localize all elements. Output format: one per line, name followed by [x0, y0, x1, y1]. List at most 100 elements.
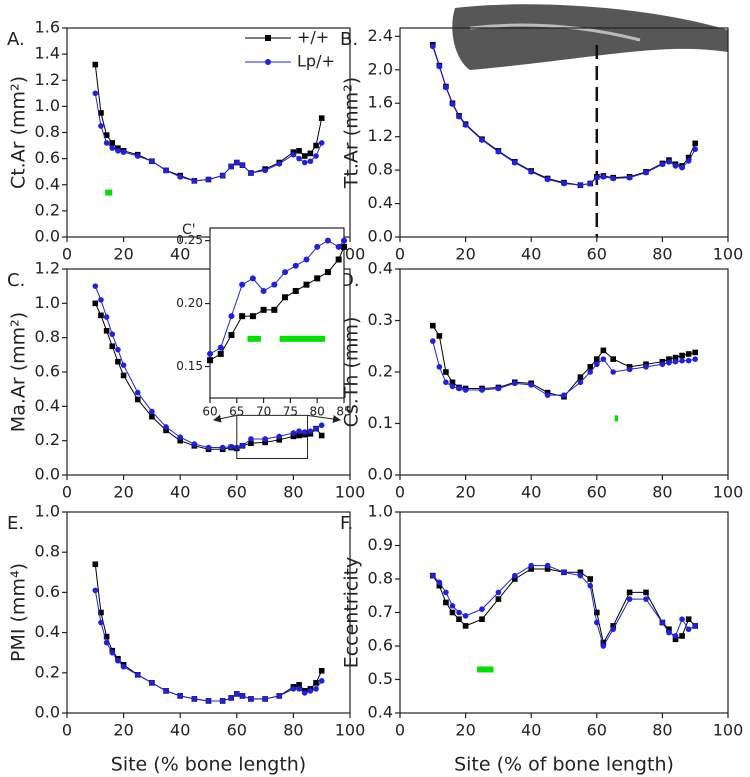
- x-tick-label: 60: [587, 483, 607, 502]
- point: [282, 269, 289, 276]
- series-line: [432, 568, 696, 645]
- point: [577, 182, 584, 188]
- x-tick-label: 40: [170, 483, 190, 502]
- panel-label: A.: [7, 29, 25, 50]
- x-tick-label: 60: [587, 721, 607, 740]
- y-tick-label: 1.2: [35, 259, 60, 278]
- point: [528, 562, 534, 569]
- point: [314, 275, 321, 282]
- point: [430, 572, 436, 579]
- point: [528, 566, 534, 572]
- point: [301, 690, 308, 696]
- point: [430, 43, 436, 50]
- y-tick-label: 0.8: [35, 542, 60, 561]
- point: [692, 356, 698, 362]
- panel-label: E.: [7, 513, 24, 534]
- point: [587, 369, 594, 375]
- panel-label: F.: [340, 513, 353, 534]
- point: [296, 686, 302, 692]
- point: [659, 619, 666, 626]
- point: [318, 140, 325, 146]
- point: [109, 649, 116, 656]
- y-tick-label: 0.2: [35, 200, 60, 219]
- point: [449, 379, 456, 386]
- y-tick-label: 1.2: [35, 70, 60, 89]
- point: [679, 352, 685, 359]
- point: [544, 566, 551, 572]
- point: [610, 356, 616, 362]
- y-tick-label: 0.20: [176, 296, 203, 310]
- point: [92, 61, 99, 68]
- x-tick-label: 100: [335, 721, 366, 740]
- point: [587, 582, 594, 589]
- point: [666, 356, 672, 362]
- point: [341, 237, 347, 244]
- zoom-arrow: [213, 414, 237, 423]
- point: [191, 441, 198, 447]
- point: [456, 616, 462, 622]
- point: [443, 84, 449, 91]
- point: [134, 389, 141, 396]
- point: [544, 562, 551, 569]
- x-tick-label: 75: [283, 405, 298, 419]
- point: [512, 380, 518, 387]
- point: [217, 344, 224, 351]
- point: [228, 313, 235, 320]
- panel-label: C.: [7, 270, 25, 291]
- y-tick-label: 0.4: [368, 703, 393, 722]
- legend-label: Lp/+: [297, 52, 335, 71]
- y-tick-label: 0.8: [35, 122, 60, 141]
- point: [685, 357, 692, 364]
- point: [692, 623, 698, 629]
- point: [276, 437, 283, 443]
- point: [594, 619, 600, 626]
- point: [666, 626, 672, 633]
- point: [626, 596, 633, 602]
- point: [436, 333, 443, 339]
- series-line: [94, 590, 323, 702]
- point: [443, 379, 449, 386]
- point: [228, 443, 234, 450]
- point: [672, 636, 679, 643]
- point: [685, 626, 692, 633]
- point: [577, 374, 584, 380]
- point: [443, 599, 449, 606]
- y-tick-label: 0.6: [35, 582, 60, 601]
- point: [685, 616, 692, 622]
- point: [430, 338, 436, 344]
- point: [462, 613, 469, 619]
- y-tick-label: 0.4: [368, 259, 393, 278]
- point: [610, 369, 616, 375]
- point: [318, 667, 325, 674]
- point: [262, 436, 268, 442]
- point: [276, 161, 283, 167]
- point: [120, 372, 127, 379]
- point: [561, 569, 567, 576]
- x-tick-label: 80: [283, 483, 303, 502]
- y-axis-label: Tt.Ar (mm²): [341, 77, 363, 189]
- point: [239, 281, 246, 288]
- y-tick-label: 1.2: [368, 126, 393, 145]
- significance-bar: [279, 335, 326, 342]
- point: [443, 589, 449, 596]
- point: [456, 385, 462, 392]
- point: [643, 589, 649, 596]
- point: [672, 633, 679, 639]
- point: [205, 176, 212, 183]
- y-tick-label: 0.5: [368, 669, 393, 688]
- point: [92, 300, 99, 307]
- point: [318, 432, 325, 439]
- point: [456, 113, 462, 120]
- y-tick-label: 0.1: [368, 413, 393, 432]
- point: [134, 672, 141, 678]
- point: [163, 424, 169, 430]
- panel-label: B.: [340, 29, 358, 50]
- x-tick-label: 100: [713, 245, 744, 264]
- point: [659, 161, 666, 168]
- point: [610, 175, 616, 182]
- point: [149, 408, 155, 415]
- x-tick-label: 0: [395, 245, 405, 264]
- x-tick-label: 80: [652, 245, 672, 264]
- point: [307, 150, 314, 157]
- x-tick-label: 60: [227, 483, 247, 502]
